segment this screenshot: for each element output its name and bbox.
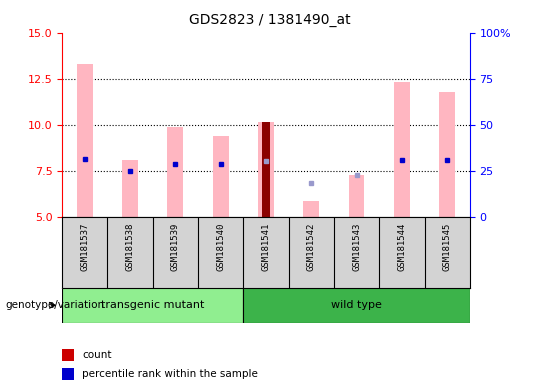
Bar — [62, 288, 244, 323]
Text: GSM181538: GSM181538 — [126, 223, 134, 271]
Text: genotype/variation: genotype/variation — [5, 300, 105, 310]
Text: GSM181537: GSM181537 — [80, 223, 89, 271]
Text: GSM181545: GSM181545 — [443, 223, 451, 271]
Bar — [77, 64, 93, 217]
Bar — [122, 160, 138, 217]
Bar — [213, 136, 228, 217]
Bar — [303, 201, 319, 217]
Text: GSM181540: GSM181540 — [216, 223, 225, 271]
Text: GDS2823 / 1381490_at: GDS2823 / 1381490_at — [189, 13, 351, 27]
Text: count: count — [82, 351, 112, 361]
Bar — [394, 83, 410, 217]
Text: GSM181539: GSM181539 — [171, 223, 180, 271]
Bar — [167, 127, 183, 217]
Text: percentile rank within the sample: percentile rank within the sample — [82, 369, 258, 379]
Text: GSM181542: GSM181542 — [307, 223, 316, 271]
Text: GSM181541: GSM181541 — [261, 223, 271, 271]
Bar — [244, 288, 470, 323]
Bar — [261, 122, 271, 217]
Text: GSM181544: GSM181544 — [397, 223, 406, 271]
Text: wild type: wild type — [331, 300, 382, 310]
Bar — [258, 122, 274, 217]
Text: GSM181543: GSM181543 — [352, 223, 361, 271]
Text: transgenic mutant: transgenic mutant — [101, 300, 204, 310]
Bar — [349, 175, 365, 217]
Bar — [439, 92, 455, 217]
